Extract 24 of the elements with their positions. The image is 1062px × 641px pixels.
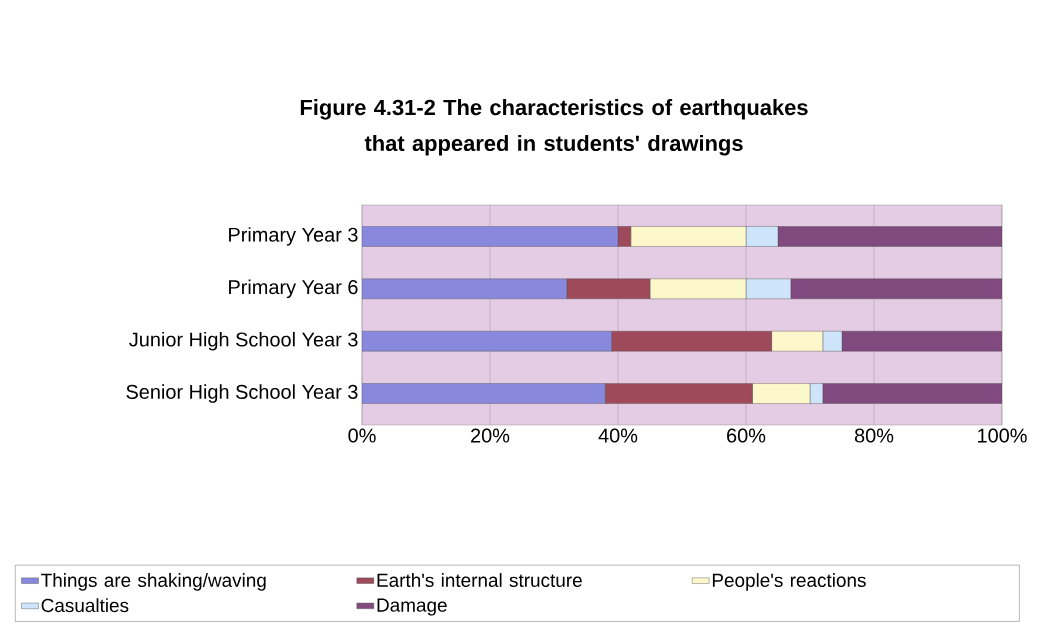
legend-label: Earth's internal structure [377, 573, 582, 587]
bar [790, 278, 1003, 300]
y-tick-label: Primary Year 3 [229, 227, 358, 246]
legend-label: Damage [377, 598, 447, 616]
y-tick-label: Primary Year 6 [229, 279, 358, 299]
bar [841, 330, 1003, 352]
bar [362, 383, 606, 404]
x-tick-label: 20% [471, 428, 510, 443]
bar [777, 226, 1003, 247]
chart-title: Figure 4.31-2 The characteristics of earthquakes that appeared in students' drawings [300, 99, 808, 156]
legend-label: Casualties [41, 598, 129, 613]
x-tick-label: 100% [978, 428, 1027, 443]
bar [822, 383, 1003, 404]
x-tick-label: 60% [727, 428, 766, 443]
bar [362, 226, 619, 247]
y-tick-label: Junior High School Year 3 [129, 331, 358, 351]
bar [362, 330, 612, 352]
legend-label: Things are shaking/waving [41, 573, 266, 591]
x-tick-label: 80% [854, 428, 894, 443]
x-tick-label: 0% [348, 428, 376, 443]
legend-label: People's reactions [712, 573, 866, 591]
y-tick-label: Senior High School Year 3 [126, 384, 358, 403]
x-tick-label: 40% [598, 428, 638, 443]
bar [362, 278, 567, 300]
